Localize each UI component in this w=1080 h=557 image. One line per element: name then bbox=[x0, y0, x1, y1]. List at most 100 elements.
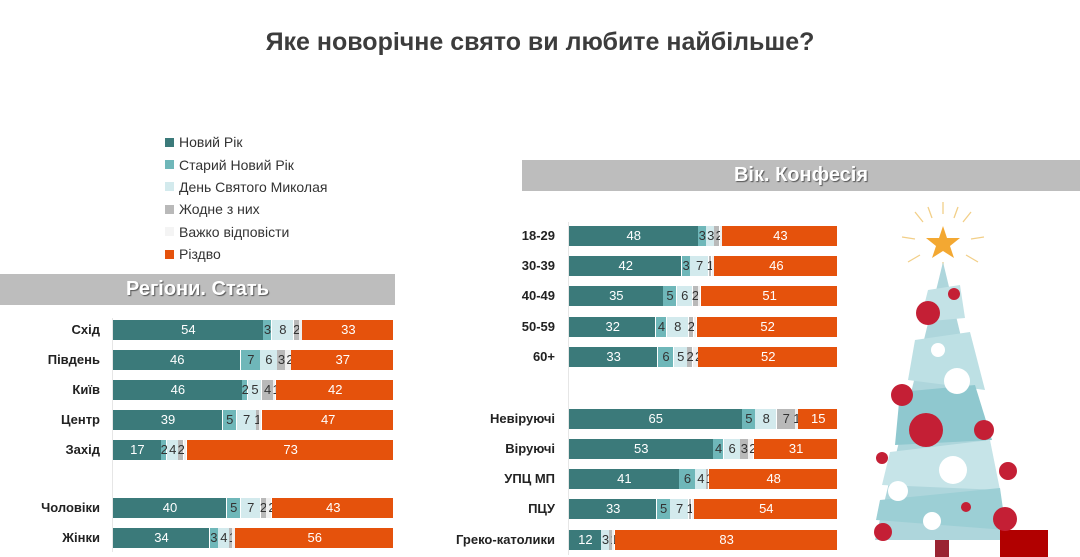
bar-segment bbox=[694, 499, 838, 519]
bar-segment bbox=[113, 498, 227, 518]
bar-segment bbox=[261, 410, 394, 430]
legend-label: День Святого Миколая bbox=[179, 178, 328, 195]
bar-value-label: 4 bbox=[220, 530, 228, 545]
bar-value-label: 8 bbox=[279, 322, 287, 337]
bar-segment bbox=[260, 498, 266, 518]
bar-value-label: 5 bbox=[660, 501, 668, 516]
axis-line bbox=[112, 318, 113, 552]
bar-segment bbox=[240, 498, 261, 518]
bar-segment bbox=[601, 530, 609, 550]
bar-segment bbox=[569, 317, 656, 337]
bar-value-label: 54 bbox=[181, 322, 196, 337]
legend-swatch bbox=[165, 204, 174, 214]
chart-title: Яке новорічне свято ви любите найбільше? bbox=[265, 28, 815, 56]
bar-segment bbox=[277, 350, 285, 370]
legend-item: Старий Новий Рік bbox=[165, 153, 327, 175]
category-label: 30-39 bbox=[521, 258, 555, 273]
bar-segment bbox=[161, 440, 167, 460]
bar-segment bbox=[275, 380, 394, 400]
category-label: 60+ bbox=[532, 349, 555, 364]
category-label: Київ bbox=[72, 382, 100, 397]
bar-segment bbox=[261, 380, 273, 400]
bar-value-label: 6 bbox=[681, 288, 689, 303]
bar-segment bbox=[569, 469, 679, 489]
bar-value-label: 2 bbox=[241, 382, 249, 397]
legend-label: Різдво bbox=[179, 246, 221, 263]
bar-value-label: 43 bbox=[773, 228, 788, 243]
bar-value-label: 5 bbox=[666, 288, 674, 303]
bar-value-label: 2 bbox=[293, 322, 301, 337]
bar-value-label: 7 bbox=[247, 352, 255, 367]
bar-segment bbox=[776, 409, 795, 429]
category-label: ПЦУ bbox=[528, 501, 555, 516]
bar-segment bbox=[569, 226, 698, 246]
bar-segment bbox=[713, 439, 724, 459]
bar-segment bbox=[291, 350, 394, 370]
legend-label: Жодне з них bbox=[179, 201, 260, 218]
legend-item: Різдво bbox=[165, 243, 327, 265]
bar-segment bbox=[226, 498, 241, 518]
bar-value-label: 53 bbox=[634, 441, 649, 456]
bar-segment bbox=[569, 347, 658, 367]
bar-value-label: 2 bbox=[686, 349, 694, 364]
category-label: Жінки bbox=[62, 530, 100, 545]
bar-value-label: 6 bbox=[728, 441, 736, 456]
legend-item: Новий Рік bbox=[165, 131, 327, 153]
bar-segment bbox=[218, 528, 229, 548]
bar-segment bbox=[113, 320, 263, 340]
bar-segment bbox=[222, 410, 237, 430]
bar-segment bbox=[706, 226, 714, 246]
ornaments-red bbox=[874, 288, 1017, 541]
bar-value-label: 35 bbox=[609, 288, 624, 303]
bar-segment bbox=[795, 409, 798, 429]
bar-value-label: 42 bbox=[618, 258, 633, 273]
bar-segment bbox=[271, 320, 294, 340]
bar-segment bbox=[698, 286, 701, 306]
bar-value-label: 4 bbox=[714, 441, 723, 456]
bar-segment bbox=[235, 528, 394, 548]
bar-segment bbox=[690, 256, 709, 276]
bar-segment bbox=[706, 469, 709, 489]
bar-value-label: 2 bbox=[286, 352, 294, 367]
bar-segment bbox=[266, 498, 272, 518]
bar-segment bbox=[178, 440, 184, 460]
bar-value-label: 34 bbox=[154, 530, 169, 545]
category-label: 40-49 bbox=[521, 288, 555, 303]
bar-value-label: 2 bbox=[691, 288, 700, 303]
bar-value-label: 8 bbox=[762, 411, 770, 426]
bar-value-label: 73 bbox=[283, 442, 298, 457]
category-label: Південь bbox=[47, 352, 100, 367]
bar-value-label: 32 bbox=[605, 319, 620, 334]
bar-segment bbox=[113, 528, 209, 548]
bar-segment bbox=[569, 409, 742, 429]
tree-trunk bbox=[935, 540, 949, 557]
bar-value-label: 52 bbox=[761, 349, 776, 364]
bar-value-label: 41 bbox=[617, 471, 632, 486]
bar-segment bbox=[755, 409, 777, 429]
bar-segment bbox=[711, 256, 714, 276]
bar-value-label: 83 bbox=[719, 532, 734, 547]
ornaments-white bbox=[888, 343, 970, 530]
bar-segment bbox=[655, 317, 667, 337]
bar-segment bbox=[691, 499, 694, 519]
bar-value-label: 3 bbox=[263, 322, 272, 337]
bar-value-label: 4 bbox=[697, 471, 705, 486]
bar-segment bbox=[569, 286, 663, 306]
bar-segment bbox=[260, 350, 277, 370]
bar-segment bbox=[714, 256, 838, 276]
gift-box bbox=[1000, 530, 1048, 557]
bar-segment bbox=[293, 320, 299, 340]
bar-segment bbox=[113, 380, 242, 400]
bar-value-label: 7 bbox=[247, 500, 255, 515]
bar-value-label: 51 bbox=[762, 288, 777, 303]
bar-value-label: 33 bbox=[606, 349, 621, 364]
category-label: 50-59 bbox=[521, 319, 555, 334]
bar-segment bbox=[698, 226, 706, 246]
bar-value-label: 65 bbox=[648, 411, 664, 426]
bar-value-label: 2 bbox=[716, 226, 723, 246]
bar-segment bbox=[569, 439, 713, 459]
star-icon bbox=[926, 226, 960, 258]
bar-value-label: 4 bbox=[169, 442, 177, 457]
legend-swatch bbox=[165, 182, 174, 192]
bar-value-label: 15 bbox=[811, 411, 826, 426]
